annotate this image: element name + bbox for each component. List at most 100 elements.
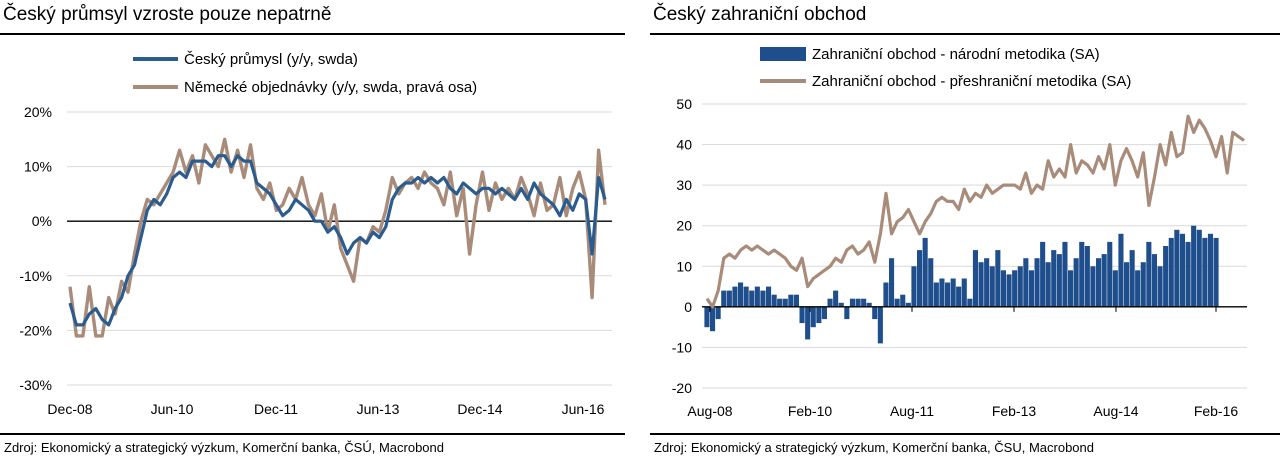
right-bar [1062, 241, 1068, 307]
left-x-tick-label: Dec-14 [457, 401, 502, 417]
right-bar [1146, 241, 1152, 307]
right-bar [1028, 270, 1034, 307]
right-bar [905, 302, 911, 307]
right-bar [715, 306, 721, 320]
right-bar [827, 298, 833, 307]
right-bar [849, 298, 855, 307]
right-bar [1107, 241, 1113, 307]
right-bar [1112, 270, 1118, 307]
right-bar [956, 286, 962, 307]
right-bar [704, 306, 710, 328]
right-bar [760, 290, 766, 307]
right-bar [1040, 241, 1046, 307]
right-bar [1006, 274, 1012, 307]
right-bottom-rule [650, 433, 1280, 435]
right-bar [788, 294, 794, 307]
right-series-bars [702, 225, 1247, 344]
right-chart-title: Český zahraniční obchod [653, 4, 867, 25]
right-bar [1129, 250, 1135, 307]
right-y-tick-label: 30 [676, 177, 692, 193]
right-bar [945, 282, 951, 307]
right-bar [799, 306, 805, 324]
right-bar [1174, 229, 1180, 307]
right-bar [838, 302, 844, 307]
left-x-tick-label: Jun-10 [151, 401, 194, 417]
right-x-tick-label: Aug-08 [687, 403, 732, 419]
left-y-tick-label: 10% [24, 159, 52, 175]
left-legend-label: Německé objednávky (y/y, swda, pravá osa… [184, 79, 477, 96]
right-bar [917, 250, 923, 307]
right-bar [782, 298, 788, 307]
right-bar [922, 237, 928, 307]
right-legend-label: Zahraniční obchod - přeshraniční metodik… [812, 73, 1131, 90]
right-source-note: Zdroj: Ekonomický a strategický výzkum, … [654, 440, 1094, 455]
left-panel: Český průmsyl vzroste pouze nepatrně 20%… [0, 0, 625, 473]
right-y-tick-label: 0 [684, 299, 692, 315]
left-y-tick-label: -10% [19, 268, 52, 284]
right-bar [1168, 237, 1174, 307]
right-bar [877, 306, 883, 344]
left-top-rule [0, 33, 625, 35]
right-x-axis: Aug-08 Feb-10 Aug-11 Feb-13 Aug-14 Feb-16 [687, 306, 1239, 419]
right-bar [1073, 258, 1079, 307]
left-y-tick-label: -20% [19, 322, 52, 338]
right-bar [1140, 262, 1146, 307]
left-y-tick-label: -30% [19, 377, 52, 393]
right-y-axis: 50 40 30 20 10 0 -10 -20 [672, 96, 692, 396]
right-top-rule [650, 33, 1280, 35]
left-bottom-rule [0, 433, 625, 435]
right-bar [726, 290, 732, 307]
right-bar [1056, 254, 1062, 307]
right-bar [861, 298, 867, 307]
right-bar [1000, 270, 1006, 307]
right-bar [855, 298, 861, 307]
right-bar [933, 282, 939, 307]
right-bar [810, 306, 816, 328]
right-bar [1051, 250, 1057, 307]
right-bar [1213, 237, 1219, 307]
right-bar [766, 286, 772, 307]
right-y-tick-label: 20 [676, 218, 692, 234]
right-bar [883, 282, 889, 307]
right-bar [743, 286, 749, 307]
right-x-tick-label: Feb-10 [788, 403, 833, 419]
left-x-tick-label: Dec-08 [47, 401, 92, 417]
right-bar [1135, 270, 1141, 307]
right-bar [1023, 258, 1029, 307]
left-legend-label: Český průmysl (y/y, swda) [184, 51, 358, 68]
right-x-tick-label: Aug-11 [890, 403, 934, 419]
right-bar [967, 298, 973, 307]
right-bar [793, 294, 799, 307]
right-bar [1084, 246, 1090, 307]
left-x-tick-label: Dec-11 [254, 401, 298, 417]
right-legend-label: Zahraniční obchod - národní metodika (SA… [812, 46, 1100, 63]
left-chart-title: Český průmsyl vzroste pouze nepatrně [3, 4, 332, 25]
right-bar [805, 306, 811, 340]
right-bar [939, 278, 945, 307]
right-bar [889, 258, 895, 307]
right-bar [900, 294, 906, 307]
right-bar [816, 306, 822, 324]
left-y-axis: 20% 10% 0% -10% -20% -30% [19, 104, 52, 393]
right-bar [777, 298, 783, 307]
left-series-line-nemecke-objednavky [68, 137, 607, 338]
right-bar [721, 290, 727, 307]
right-bar [738, 282, 744, 307]
right-bar [1151, 254, 1157, 307]
right-bar [1118, 233, 1124, 307]
right-x-tick-label: Feb-16 [1194, 403, 1239, 419]
right-bar [1034, 258, 1040, 307]
right-bar [1096, 258, 1102, 307]
left-legend: Český průmysl (y/y, swda) Německé objedná… [133, 51, 477, 96]
left-x-tick-label: Jun-16 [562, 401, 605, 417]
right-bar [1207, 233, 1213, 307]
right-bar [1196, 229, 1202, 307]
left-source-note: Zdroj: Ekonomický a strategický výzkum, … [4, 440, 444, 455]
right-bar [1068, 270, 1074, 307]
right-x-tick-label: Feb-13 [992, 403, 1037, 419]
right-bar [1185, 241, 1191, 307]
right-bar [1012, 270, 1018, 307]
right-bar [732, 286, 738, 307]
left-series-lines [68, 137, 607, 338]
right-bar [1191, 225, 1197, 307]
